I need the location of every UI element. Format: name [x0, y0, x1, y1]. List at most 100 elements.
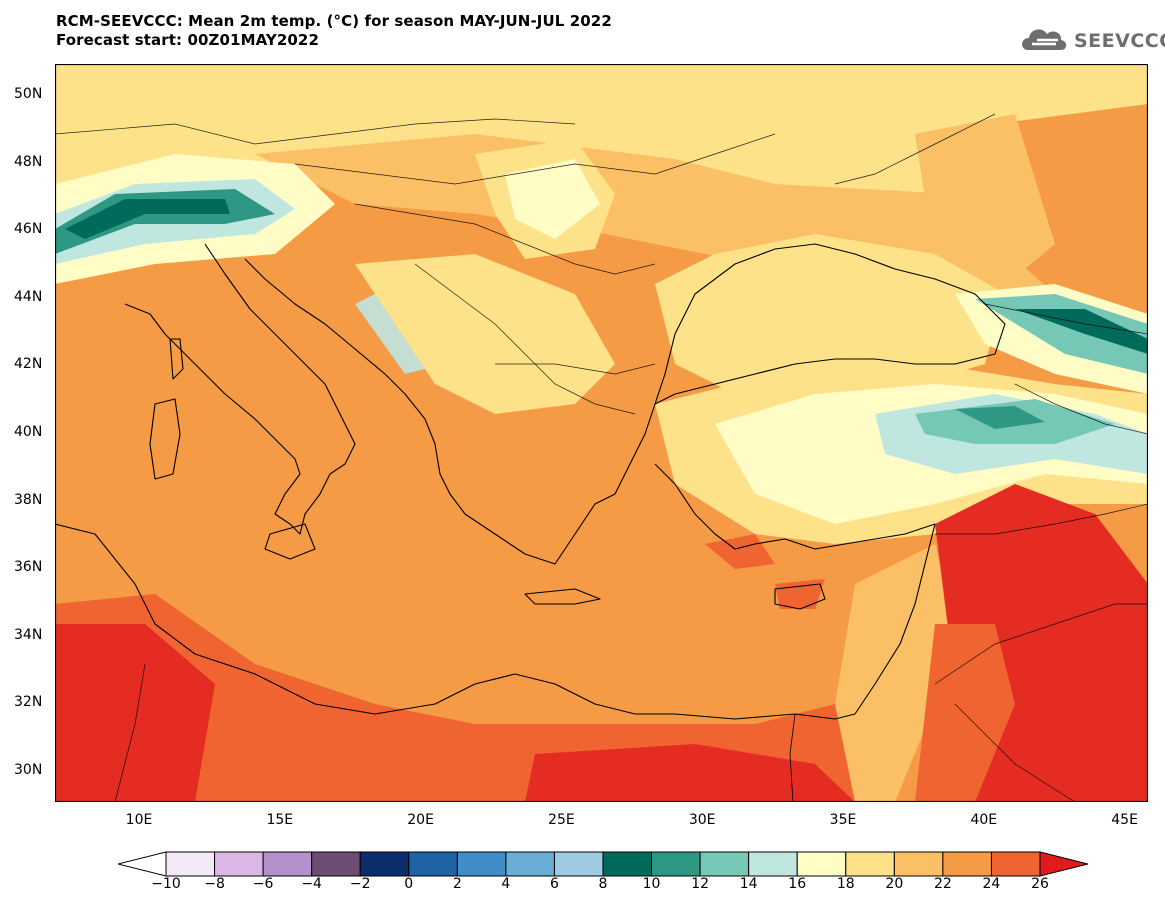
colorbar-over-triangle: [1039, 851, 1088, 877]
lat-label: 38N: [14, 491, 43, 508]
border-4: [414, 263, 636, 415]
colorbar-segment: [796, 851, 847, 877]
colorbar-segment: [359, 851, 410, 877]
zone-libya-hottest: [55, 624, 215, 802]
cloud-icon: [1022, 29, 1067, 50]
lat-label: 36N: [14, 559, 43, 576]
border-6: [834, 113, 996, 185]
coast-italy: [124, 243, 356, 535]
colorbar-segment: [845, 851, 895, 877]
lon-label: 40E: [970, 812, 998, 828]
colorbar-segment: [408, 851, 458, 877]
lat-label: 40N: [14, 424, 43, 440]
coast-africa: [55, 523, 856, 720]
border-11: [954, 703, 1076, 802]
colorbar-segment: [505, 851, 555, 877]
border-10: [934, 603, 1148, 685]
colorbar-segment: [893, 851, 944, 877]
title-line-1: RCM-SEEVCCC: Mean 2m temp. (°C) for seas…: [56, 12, 612, 30]
lat-label: 32N: [14, 694, 43, 711]
seevccc-logo: SEEVCCC: [1018, 20, 1165, 60]
colorbar-segment: [553, 851, 604, 877]
logo-text: SEEVCCC: [1074, 30, 1165, 52]
lat-label: 44N: [14, 288, 43, 305]
lon-label: 20E: [407, 812, 434, 828]
colorbar-label: 10: [642, 876, 661, 892]
zone-black-sea: [655, 234, 1005, 394]
colorbar-segment: [262, 851, 313, 877]
colorbar-label: 2: [452, 876, 462, 892]
temperature-map: [55, 64, 1148, 802]
colorbar-label: −4: [301, 876, 322, 892]
colorbar-label: 16: [788, 876, 807, 892]
zone-caucasus-light: [975, 294, 1148, 374]
colorbar-segment: [165, 851, 216, 877]
zone-s-turkey-hot: [705, 534, 775, 569]
zone-east-orange: [915, 114, 1055, 294]
lon-label: 15E: [266, 812, 294, 828]
zone-levant-orange: [835, 544, 955, 802]
colorbar-under-triangle: [118, 851, 167, 877]
colorbar-label: 24: [982, 876, 1001, 892]
colorbar-label: 6: [549, 876, 559, 892]
coast-sicily: [264, 523, 316, 560]
colorbar-segment: [990, 851, 1041, 877]
border-12: [114, 663, 146, 802]
colorbar-label: 0: [404, 876, 414, 892]
colorbar-label: 26: [1031, 876, 1049, 892]
title-line-2: Forecast start: 00Z01MAY2022: [56, 31, 319, 49]
zone-alps-dark: [65, 199, 230, 239]
coast-sardinia: [149, 398, 181, 480]
river-nile: [789, 713, 796, 802]
coast-balkans: [244, 258, 656, 565]
colorbar-label: 8: [598, 876, 608, 892]
zone-jordan-orange: [915, 624, 1015, 802]
border-2: [294, 133, 776, 185]
lon-label: 25E: [548, 812, 575, 828]
map-title: RCM-SEEVCCC: Mean 2m temp. (°C) for seas…: [56, 12, 612, 50]
colorbar-segment: [942, 851, 992, 877]
lat-label: 30N: [14, 762, 43, 778]
border-8: [1014, 383, 1148, 435]
colorbar-label: −6: [252, 876, 274, 892]
colorbar-label: −8: [204, 876, 225, 892]
zone-caucasus-dark: [1015, 309, 1148, 354]
border-5: [495, 363, 656, 375]
lon-label: 10E: [125, 812, 153, 828]
border-9: [935, 503, 1148, 535]
lat-label: 42N: [14, 356, 43, 373]
colorbar-label: 18: [836, 876, 855, 892]
lon-label: 30E: [688, 812, 716, 828]
zone-anatolia-dark: [955, 406, 1045, 429]
colorbar-segment: [311, 851, 361, 877]
border-3: [354, 203, 656, 275]
map-frame: [55, 64, 1148, 802]
border-7: [984, 303, 1148, 335]
colorbar-segment: [651, 851, 701, 877]
zone-cyprus-hot: [775, 579, 825, 609]
lat-label: 50N: [14, 86, 43, 102]
colorbar-segment: [456, 851, 507, 877]
zone-carpathians-pale: [505, 159, 600, 239]
zone-egypt-hottest: [525, 744, 855, 802]
colorbar-label: 4: [501, 876, 511, 892]
lat-label: 34N: [14, 626, 43, 643]
colorbar-segment: [748, 851, 798, 877]
colorbar-label: −10: [151, 876, 181, 892]
coast-levant: [854, 523, 936, 715]
coast-black-sea: [654, 243, 1006, 405]
colorbar: [118, 851, 1088, 877]
colorbar-label: 20: [885, 876, 904, 892]
coast-crete: [524, 588, 601, 605]
colorbar-label: 22: [933, 876, 952, 892]
colorbar-segment: [602, 851, 653, 877]
colorbar-label: 12: [691, 876, 710, 892]
coast-cyprus: [774, 583, 826, 610]
colorbar-segment: [699, 851, 750, 877]
border-1: [55, 118, 576, 145]
coast-corsica: [169, 338, 184, 380]
lon-label: 35E: [829, 812, 857, 828]
zone-balkans-yellow: [355, 254, 615, 414]
lon-label: 45E: [1111, 812, 1138, 828]
lat-label: 46N: [14, 221, 43, 238]
